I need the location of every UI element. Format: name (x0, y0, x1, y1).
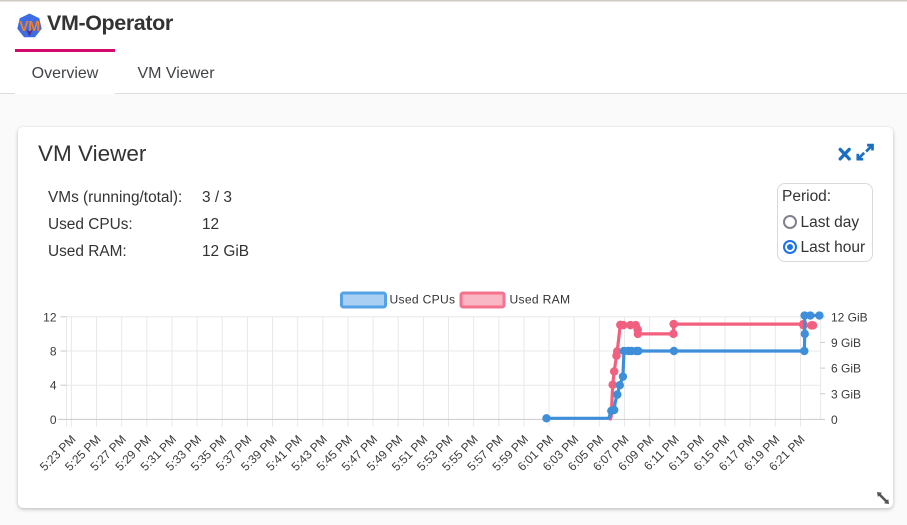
svg-text:4: 4 (50, 379, 57, 393)
svg-text:12: 12 (43, 310, 57, 324)
svg-text:3 GiB: 3 GiB (831, 387, 861, 401)
svg-text:9 GiB: 9 GiB (831, 336, 861, 350)
svg-text:VM: VM (19, 19, 40, 35)
svg-text:Used CPUs: Used CPUs (390, 293, 456, 307)
svg-text:Used RAM: Used RAM (510, 293, 571, 307)
svg-text:0: 0 (50, 413, 57, 427)
svg-text:0: 0 (831, 413, 838, 427)
svg-text:12 GiB: 12 GiB (831, 310, 868, 324)
svg-text:6 GiB: 6 GiB (831, 362, 861, 376)
svg-text:8: 8 (50, 345, 57, 359)
